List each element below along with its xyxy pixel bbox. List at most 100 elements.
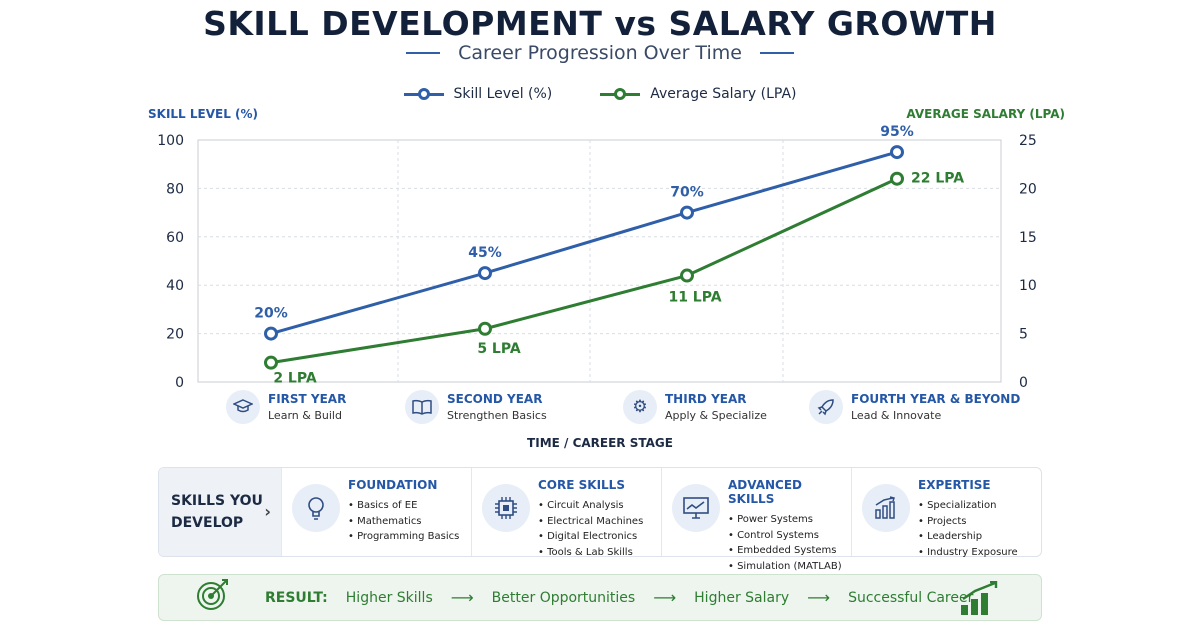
chip-icon (482, 484, 530, 532)
data-point-salary (264, 355, 278, 370)
skill-item: Leadership (918, 529, 1018, 545)
skill-item: Specialization (918, 498, 1018, 514)
stage-third-year: ⚙ THIRD YEAR Apply & Specialize (623, 390, 767, 424)
stage-second-year: SECOND YEAR Strengthen Basics (405, 390, 547, 424)
skill-column-foundation: FOUNDATION Basics of EE Mathematics Prog… (281, 468, 471, 556)
y-axis-right-title: AVERAGE SALARY (LPA) (906, 107, 1065, 121)
skill-list: Power Systems Control Systems Embedded S… (728, 512, 845, 574)
rocket-icon (809, 390, 843, 424)
data-point-skill (264, 326, 278, 341)
subtitle-rule-right (759, 52, 794, 54)
target-icon (193, 577, 233, 618)
arrow-right-icon: ⟶ (450, 588, 474, 607)
skill-column-title: FOUNDATION (348, 478, 438, 492)
data-point-salary (890, 171, 904, 186)
chart-grid (197, 139, 1002, 383)
result-step: Higher Skills (345, 589, 433, 606)
stage-name: SECOND YEAR (447, 392, 543, 406)
result-step: Better Opportunities (491, 589, 636, 606)
y-tick-label-right: 25 (1019, 133, 1037, 149)
skills-panel-label: SKILLS YOU DEVELOP › (159, 468, 281, 556)
data-point-skill (478, 266, 492, 281)
skill-column-advanced: ADVANCED SKILLS Power Systems Control Sy… (661, 468, 851, 572)
stage-sub: Strengthen Basics (447, 409, 547, 422)
skill-item: Circuit Analysis (538, 498, 643, 514)
y-tick-label-left: 0 (175, 375, 184, 391)
legend-item-skill: Skill Level (%) (403, 86, 553, 102)
data-label-skill: 20% (254, 306, 288, 322)
result-step: Higher Salary (694, 589, 790, 606)
skill-list: Basics of EE Mathematics Programming Bas… (348, 498, 459, 545)
plot-frame (197, 139, 1002, 383)
line-chart: SKILL LEVEL (%) AVERAGE SALARY (LPA) 0 20… (148, 107, 1065, 391)
stage-name: THIRD YEAR (665, 392, 747, 406)
y-tick-label-right: 10 (1019, 278, 1037, 294)
y-tick-label-right: 15 (1019, 230, 1037, 246)
page-title: SKILL DEVELOPMENT vs SALARY GROWTH (203, 4, 997, 43)
skill-column-title: CORE SKILLS (538, 478, 625, 492)
data-label-salary: 5 LPA (477, 341, 521, 357)
skill-item: Industry Exposure (918, 545, 1018, 561)
data-point-salary (478, 321, 492, 336)
y-tick-label-left: 80 (166, 181, 184, 197)
skill-item: Basics of EE (348, 498, 459, 514)
data-point-skill (680, 205, 694, 220)
arrow-right-icon: ⟶ (653, 588, 677, 607)
legend-label-salary: Average Salary (LPA) (650, 86, 797, 102)
monitor-chart-icon (672, 484, 720, 532)
skill-item: Projects (918, 514, 1018, 530)
legend-item-salary: Average Salary (LPA) (600, 86, 796, 102)
chart-series: 20% 45% 70% 95% 2 LPA 5 LPA 11 LPA 22 LPA (254, 124, 964, 387)
arrow-right-icon: ⟶ (807, 588, 831, 607)
skill-item: Mathematics (348, 514, 459, 530)
stage-name: FOURTH YEAR & BEYOND (851, 392, 1021, 406)
y-tick-label-left: 20 (166, 327, 184, 343)
skills-panel: SKILLS YOU DEVELOP › FOUNDATION Basics o… (158, 467, 1042, 572)
y-tick-label-left: 40 (166, 278, 184, 294)
stage-sub: Apply & Specialize (665, 409, 767, 422)
stage-sub: Learn & Build (268, 409, 342, 422)
skill-list: Specialization Projects Leadership Indus… (918, 498, 1018, 560)
bar-chart-icon (862, 484, 910, 532)
skill-item: Programming Basics (348, 529, 459, 545)
data-label-salary: 2 LPA (273, 371, 317, 387)
data-point-skill (890, 145, 904, 160)
y-tick-label-right: 5 (1019, 327, 1028, 343)
legend-label-skill: Skill Level (%) (453, 86, 553, 102)
chevron-right-icon: › (264, 502, 271, 521)
page-subtitle: Career Progression Over Time (458, 42, 742, 64)
legend-swatch-salary (600, 87, 641, 101)
data-label-skill: 45% (468, 245, 502, 261)
result-text: RESULT: Higher Skills ⟶ Better Opportuni… (265, 588, 973, 607)
skill-column-core: CORE SKILLS Circuit Analysis Electrical … (471, 468, 661, 558)
skills-label-line1: SKILLS YOU (171, 493, 263, 509)
growth-chart-icon (959, 580, 999, 621)
axis-ticks: 0 20 40 60 80 100 0 5 10 15 20 25 (157, 133, 1037, 391)
lightbulb-icon (292, 484, 340, 532)
data-label-skill: 70% (670, 185, 704, 201)
y-tick-label-left: 100 (157, 133, 184, 149)
data-label-salary: 22 LPA (911, 171, 964, 187)
stage-sub: Lead & Innovate (851, 409, 942, 422)
skill-item: Electrical Machines (538, 514, 643, 530)
skill-column-title: ADVANCED SKILLS (728, 478, 803, 506)
stage-name: FIRST YEAR (268, 392, 347, 406)
stage-first-year: FIRST YEAR Learn & Build (226, 390, 346, 424)
subtitle-rule-left (406, 52, 441, 54)
y-axis-left-title: SKILL LEVEL (%) (148, 107, 258, 121)
skill-column-expertise: EXPERTISE Specialization Projects Leader… (851, 468, 1041, 558)
data-label-salary: 11 LPA (668, 290, 721, 306)
series-line-salary (270, 177, 898, 365)
skill-item: Digital Electronics (538, 529, 643, 545)
skill-item: Embedded Systems (728, 543, 845, 559)
skill-item: Control Systems (728, 528, 845, 544)
stage-fourth-year: FOURTH YEAR & BEYOND Lead & Innovate (809, 390, 1020, 424)
skills-label-line2: DEVELOP (171, 515, 244, 531)
legend-swatch-skill (403, 87, 444, 101)
subtitle-row: Career Progression Over Time (0, 42, 1200, 64)
chart-legend: Skill Level (%) Average Salary (LPA) (0, 86, 1200, 102)
skill-item: Tools & Lab Skills (538, 545, 643, 561)
result-step: Successful Career (848, 589, 974, 606)
data-point-salary (680, 268, 694, 283)
y-tick-label-left: 60 (166, 230, 184, 246)
